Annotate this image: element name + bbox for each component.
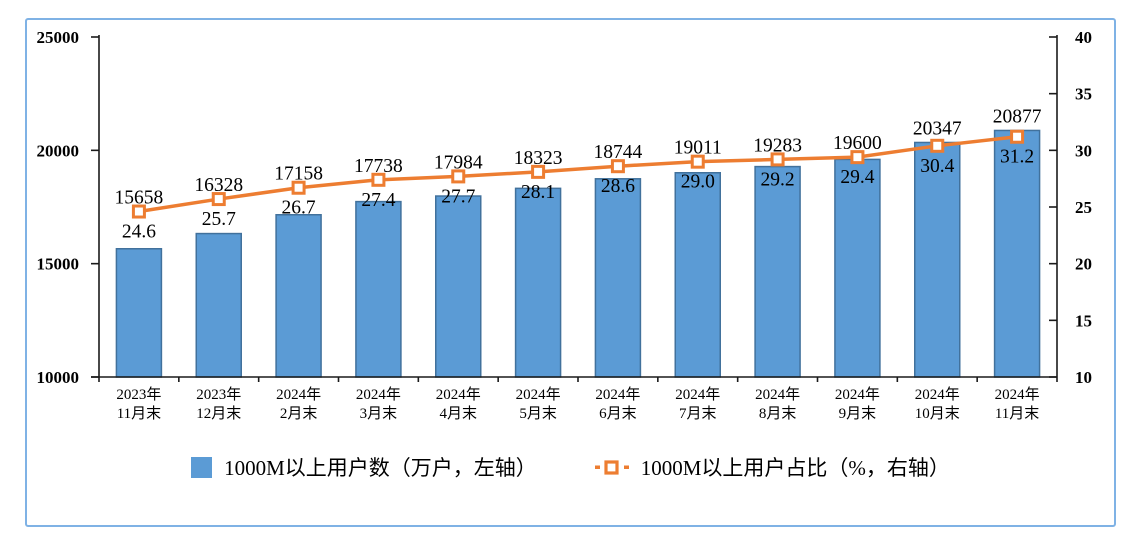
bar-value-label: 19600 <box>833 133 882 154</box>
pct-value-label: 31.2 <box>1000 147 1034 168</box>
right-axis-tick-label: 40 <box>1075 28 1092 47</box>
bar <box>594 178 642 378</box>
bar <box>993 129 1041 378</box>
x-axis-category-label: 2024年 8月末 <box>755 386 800 422</box>
pct-value-label: 29.0 <box>681 172 715 193</box>
line-marker <box>531 164 546 179</box>
pct-value-label: 25.7 <box>202 209 236 230</box>
legend-label-bars: 1000M以上用户数（万户，左轴） <box>224 456 537 480</box>
bar <box>355 200 402 378</box>
pct-value-label: 27.7 <box>441 186 475 207</box>
x-axis-category-label: 2024年 9月末 <box>835 386 880 422</box>
legend-item-line: 1000M以上用户占比（%，右轴） <box>594 452 950 482</box>
line-marker <box>930 138 945 153</box>
bar-value-label: 19011 <box>674 138 722 159</box>
x-axis-category-label: 2024年 4月末 <box>436 386 481 422</box>
pct-value-label: 29.2 <box>761 169 795 190</box>
chart-legend: 1000M以上用户数（万户，左轴） 1000M以上用户占比（%，右轴） <box>27 452 1114 482</box>
chart-plot-area: 10000 15000 20000 25000 10 15 20 25 30 35 40 2023年 1… <box>37 28 1093 422</box>
legend-label-line: 1000M以上用户占比（%，右轴） <box>640 456 950 480</box>
left-axis-tick-label: 20000 <box>37 141 80 160</box>
pct-value-label: 27.4 <box>361 190 395 211</box>
line-marker <box>131 204 146 219</box>
x-axis-category-label: 2024年 5月末 <box>516 386 561 422</box>
line-marker <box>690 154 705 169</box>
right-axis-tick-label: 15 <box>1075 311 1092 330</box>
bar-value-label: 19283 <box>753 135 802 156</box>
bar <box>275 214 322 378</box>
line-marker <box>610 159 625 174</box>
x-axis-category-label: 2024年 2月末 <box>276 386 321 422</box>
bar-value-label: 17158 <box>274 164 323 185</box>
line-marker <box>451 169 466 184</box>
x-axis-category-label: 2024年 10月末 <box>915 386 960 422</box>
pct-value-label: 28.1 <box>521 182 555 203</box>
x-axis-category-label: 2023年 12月末 <box>196 386 241 422</box>
bar-value-label: 15658 <box>115 188 164 209</box>
x-axis-category-label: 2024年 6月末 <box>595 386 640 422</box>
line-marker <box>770 152 785 167</box>
bar <box>914 141 961 378</box>
legend-item-bars: 1000M以上用户数（万户，左轴） <box>191 452 537 482</box>
left-axis-tick-label: 15000 <box>37 255 80 274</box>
bar-value-label: 18323 <box>514 148 563 169</box>
line-series-marker-icon <box>594 460 629 475</box>
chart-frame: 10000 15000 20000 25000 10 15 20 25 30 35 40 2023年 1… <box>25 18 1116 527</box>
right-axis-tick-label: 35 <box>1075 85 1092 104</box>
right-axis-tick-label: 30 <box>1075 141 1092 160</box>
left-axis-tick-label: 10000 <box>37 368 80 387</box>
line-marker <box>850 150 865 165</box>
bar-value-label: 18744 <box>594 142 643 163</box>
bar-value-label: 17738 <box>354 156 403 177</box>
line-marker <box>1010 129 1025 144</box>
right-axis-tick-label: 10 <box>1075 368 1092 387</box>
bar <box>834 158 881 378</box>
bar-series-swatch-icon <box>191 456 213 478</box>
bar <box>754 165 801 378</box>
pct-value-label: 26.7 <box>282 198 316 219</box>
x-axis-category-label: 2024年 11月末 <box>995 386 1040 422</box>
bar-value-label: 20877 <box>993 106 1042 127</box>
line-marker <box>371 172 386 187</box>
line-marker <box>211 192 226 207</box>
bar <box>115 248 163 378</box>
pct-value-label: 30.4 <box>920 156 954 177</box>
right-axis-tick-label: 20 <box>1075 255 1092 274</box>
bar-value-label: 20347 <box>913 118 962 139</box>
right-axis-tick-label: 25 <box>1075 198 1092 217</box>
x-axis-category-label: 2024年 3月末 <box>356 386 401 422</box>
x-axis-category-label: 2023年 11月末 <box>116 386 161 422</box>
bar <box>514 187 562 378</box>
line-series <box>138 134 1018 214</box>
bar-value-label: 16328 <box>194 175 243 196</box>
bar-value-label: 17984 <box>434 152 483 173</box>
left-axis-tick-label: 25000 <box>37 28 80 47</box>
pct-value-label: 29.4 <box>840 167 874 188</box>
pct-value-label: 28.6 <box>601 176 635 197</box>
bar <box>195 232 242 378</box>
x-axis-category-label: 2024年 7月末 <box>675 386 720 422</box>
line-marker <box>291 180 306 195</box>
bar <box>435 195 482 378</box>
bar <box>674 172 721 378</box>
pct-value-label: 24.6 <box>122 222 156 243</box>
